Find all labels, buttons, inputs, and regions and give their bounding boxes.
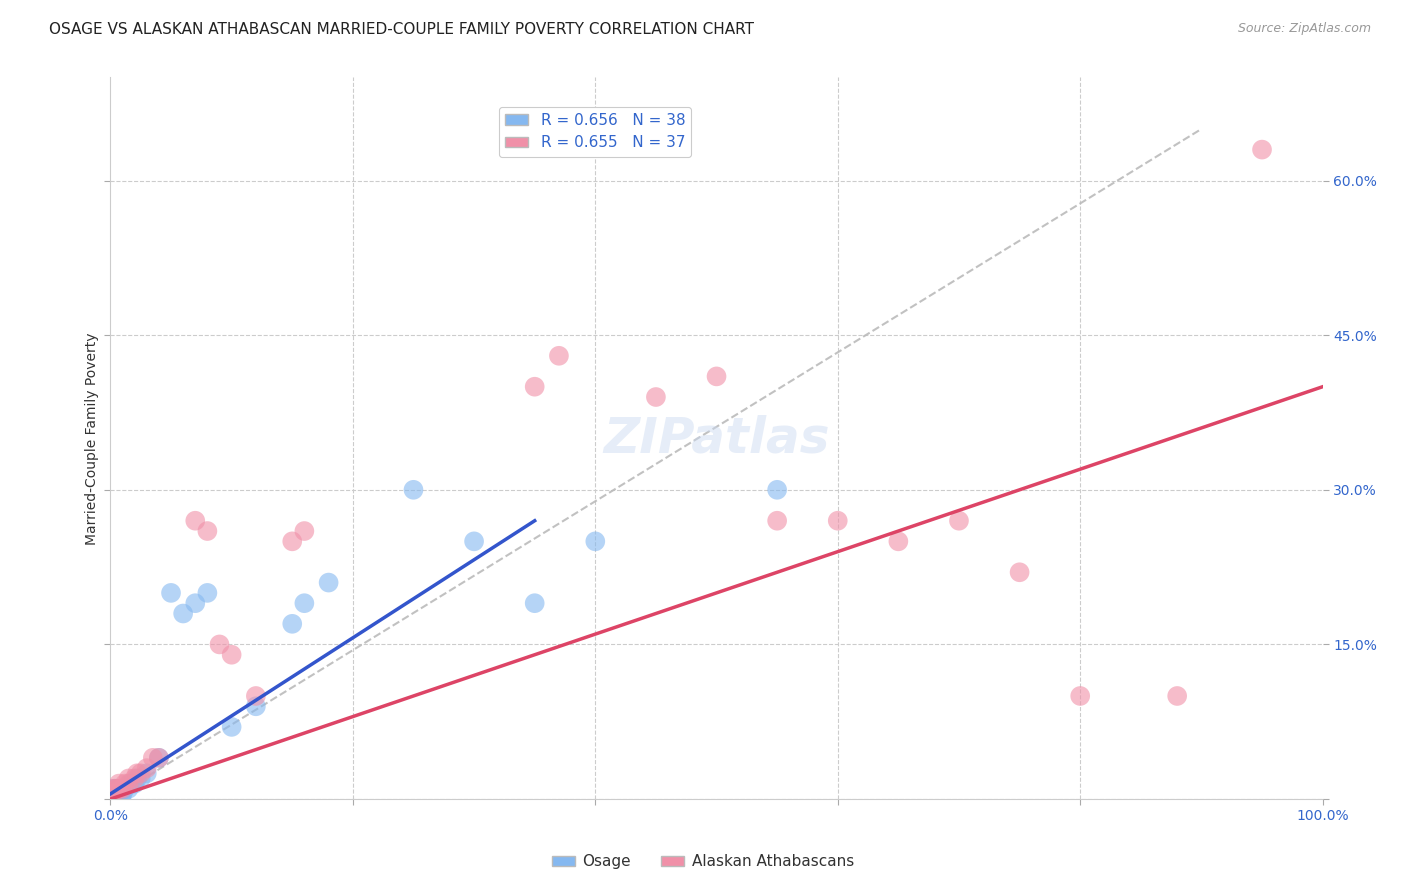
Text: Source: ZipAtlas.com: Source: ZipAtlas.com <box>1237 22 1371 36</box>
Point <box>766 483 789 497</box>
Point <box>125 766 148 780</box>
Point <box>118 776 141 790</box>
Point <box>114 776 136 790</box>
Point <box>125 772 148 786</box>
Point <box>117 776 139 790</box>
Point <box>645 390 668 404</box>
Point <box>1251 143 1274 157</box>
Point <box>523 596 546 610</box>
Point <box>101 792 124 806</box>
Point <box>281 534 304 549</box>
Point <box>463 534 485 549</box>
Point <box>104 781 127 796</box>
Point <box>208 637 231 651</box>
Point <box>108 781 131 796</box>
Point <box>292 596 315 610</box>
Point <box>108 787 131 801</box>
Point <box>548 349 571 363</box>
Point <box>110 792 132 806</box>
Point <box>402 483 425 497</box>
Point <box>111 787 134 801</box>
Point <box>1069 689 1091 703</box>
Point <box>184 596 207 610</box>
Point <box>583 534 606 549</box>
Point <box>108 781 131 796</box>
Point <box>1166 689 1188 703</box>
Point <box>887 534 910 549</box>
Point <box>160 586 183 600</box>
Point <box>706 369 728 384</box>
Text: OSAGE VS ALASKAN ATHABASCAN MARRIED-COUPLE FAMILY POVERTY CORRELATION CHART: OSAGE VS ALASKAN ATHABASCAN MARRIED-COUP… <box>49 22 754 37</box>
Point <box>221 648 243 662</box>
Point <box>523 380 546 394</box>
Point <box>129 766 152 780</box>
Point <box>221 720 243 734</box>
Point <box>172 607 194 621</box>
Point <box>108 776 131 790</box>
Point <box>135 761 157 775</box>
Point <box>111 781 134 796</box>
Point <box>105 781 128 796</box>
Point <box>103 792 125 806</box>
Point <box>101 787 124 801</box>
Point <box>105 787 128 801</box>
Point <box>117 772 139 786</box>
Point <box>100 787 122 801</box>
Point <box>948 514 970 528</box>
Point <box>197 524 219 538</box>
Point <box>142 751 165 765</box>
Point <box>148 751 170 765</box>
Point <box>103 781 125 796</box>
Point <box>111 781 134 796</box>
Point <box>100 792 122 806</box>
Point <box>124 776 146 790</box>
Point <box>245 689 267 703</box>
Point <box>117 781 139 796</box>
Legend: R = 0.656   N = 38, R = 0.655   N = 37: R = 0.656 N = 38, R = 0.655 N = 37 <box>499 107 692 157</box>
Point <box>114 781 136 796</box>
Point <box>100 792 122 806</box>
Point <box>129 772 152 786</box>
Point <box>105 781 128 796</box>
Y-axis label: Married-Couple Family Poverty: Married-Couple Family Poverty <box>86 332 100 544</box>
Point <box>100 792 122 806</box>
Point <box>318 575 340 590</box>
Text: ZIPatlas: ZIPatlas <box>603 414 830 462</box>
Point <box>107 787 129 801</box>
Point <box>245 699 267 714</box>
Point <box>827 514 849 528</box>
Point <box>108 781 131 796</box>
Point <box>103 781 125 796</box>
Point <box>292 524 315 538</box>
Point <box>197 586 219 600</box>
Point <box>107 781 129 796</box>
Point <box>184 514 207 528</box>
Point <box>148 751 170 765</box>
Point <box>1008 566 1031 580</box>
Point <box>104 792 127 806</box>
Legend: Osage, Alaskan Athabascans: Osage, Alaskan Athabascans <box>546 848 860 875</box>
Point <box>124 772 146 786</box>
Point <box>135 766 157 780</box>
Point <box>281 616 304 631</box>
Point <box>766 514 789 528</box>
